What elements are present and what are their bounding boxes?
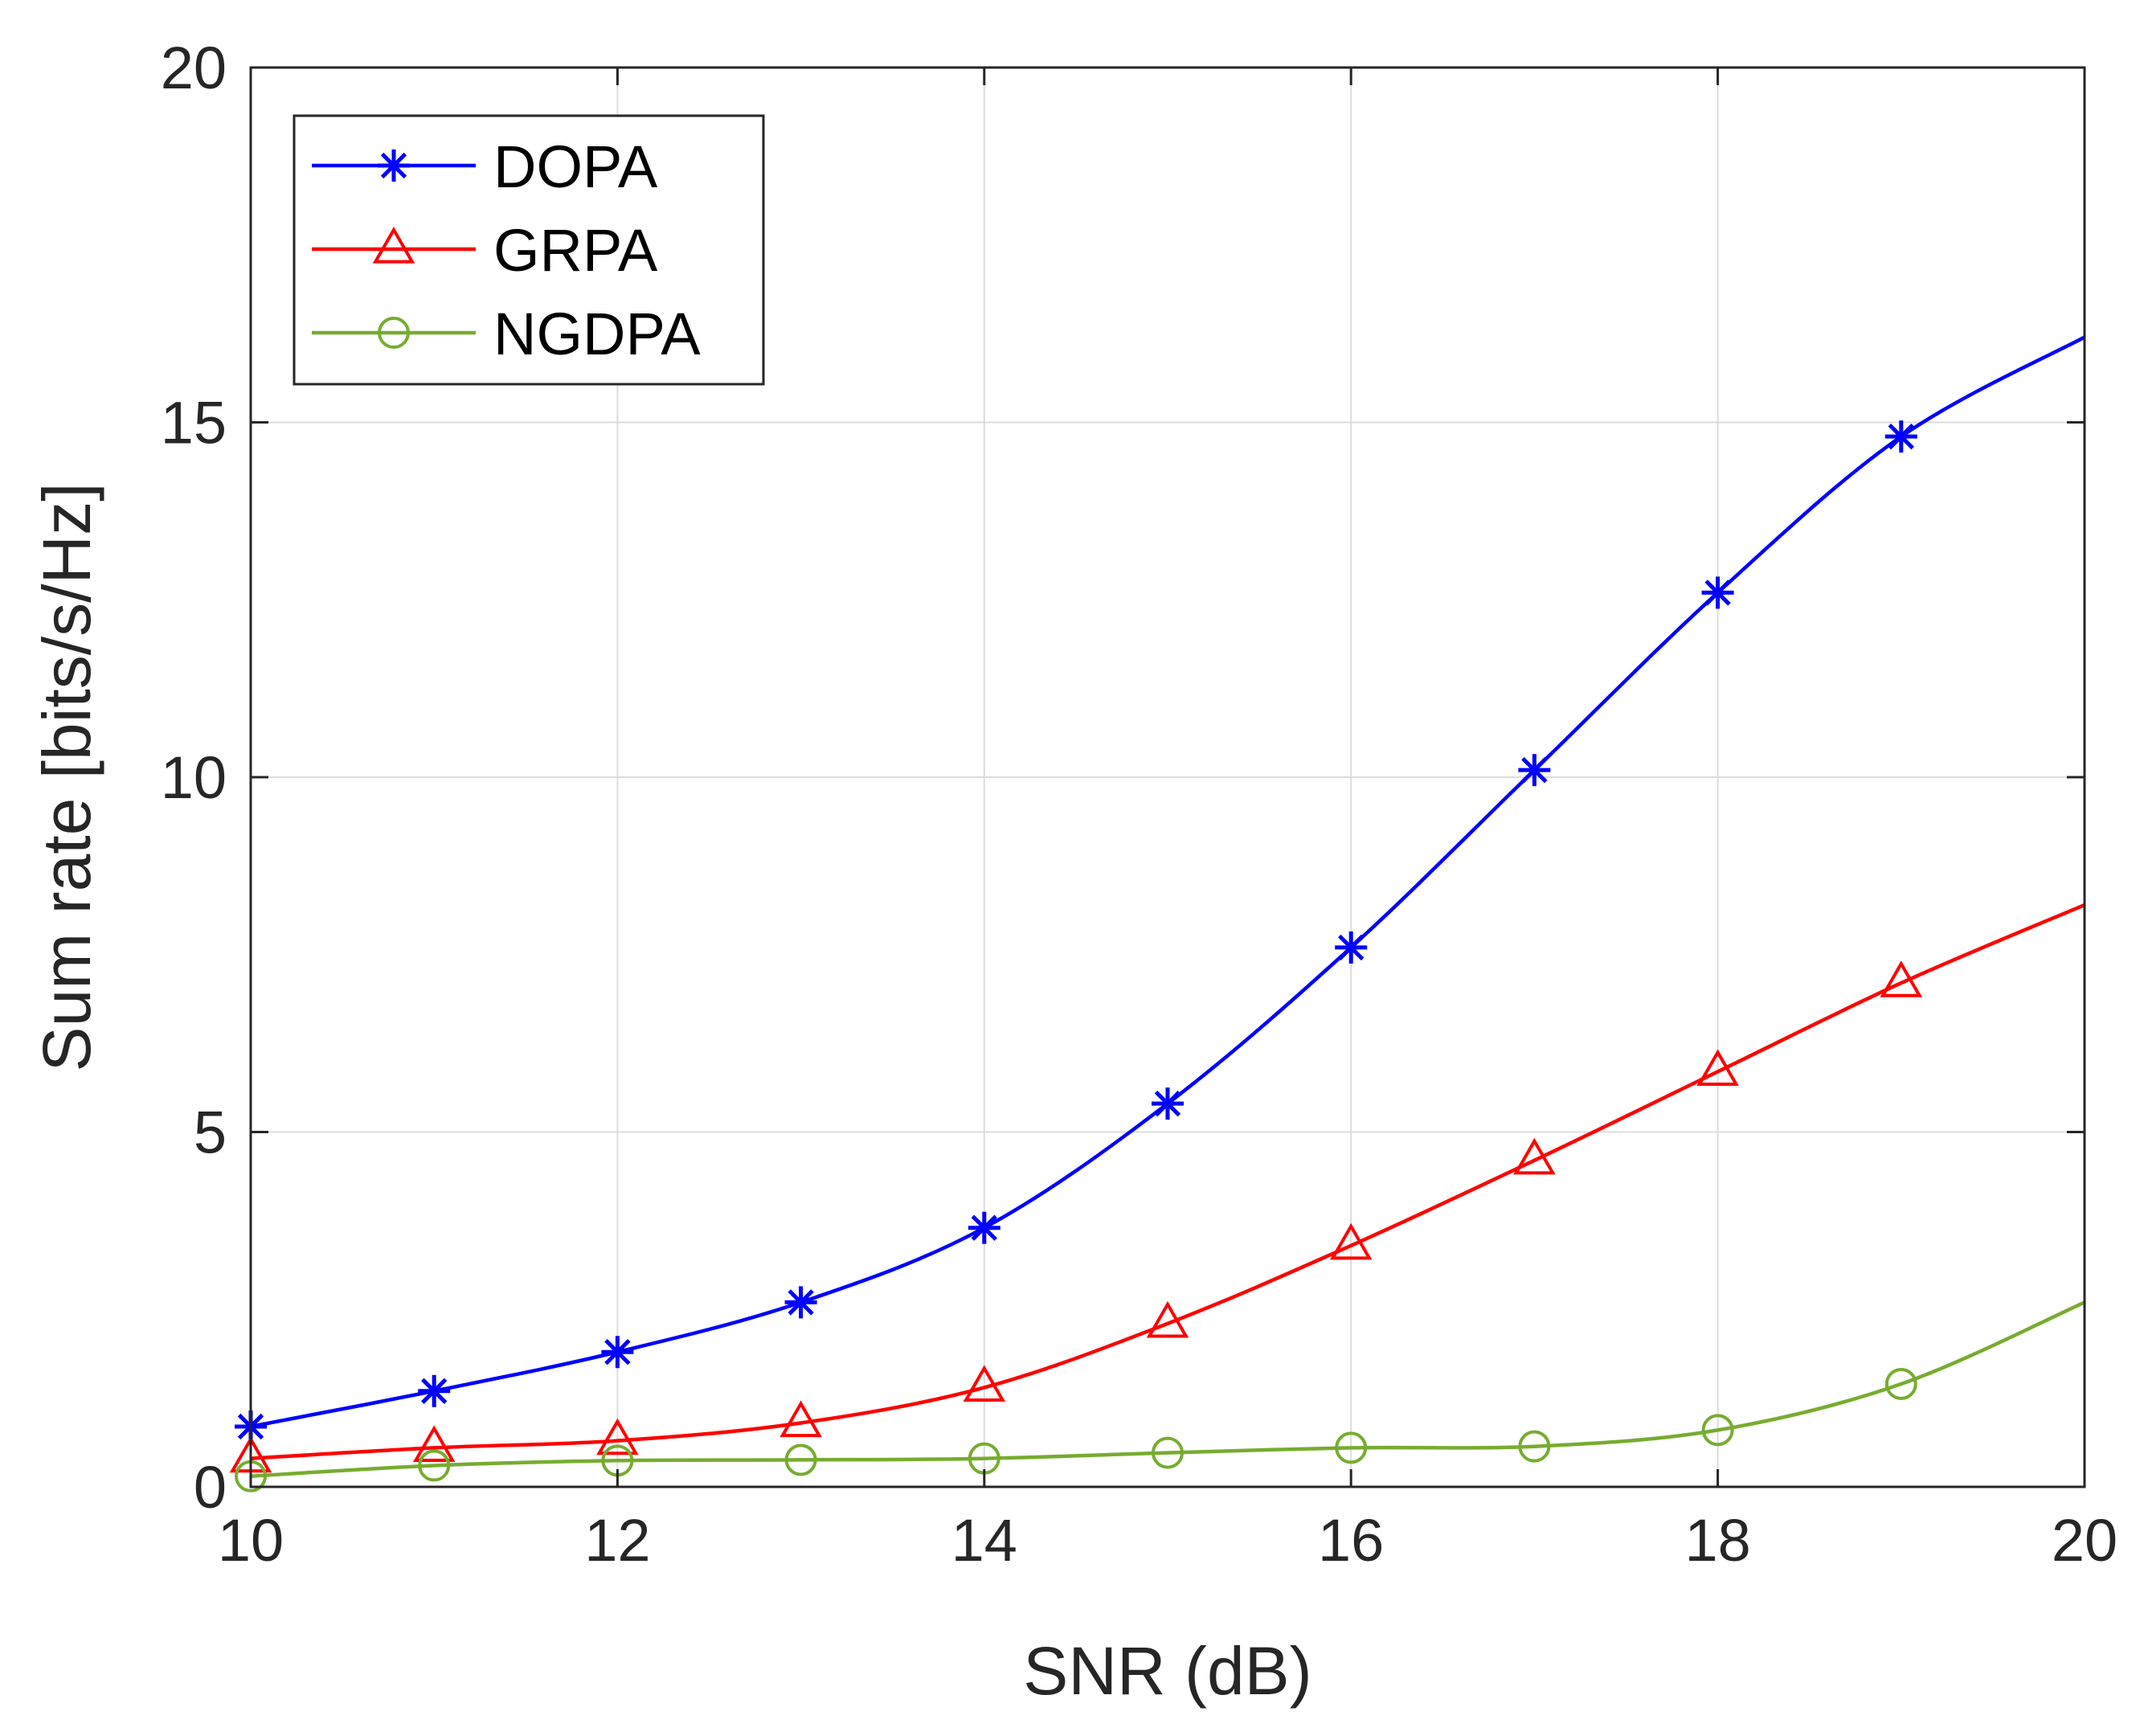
legend-label: GRPA <box>493 217 658 284</box>
data-point-dopa <box>968 1211 1000 1244</box>
series-line-ngdpa <box>250 1300 2085 1479</box>
legend-marker-dopa <box>378 149 410 182</box>
data-point-ngdpa <box>1518 1430 1551 1463</box>
data-point-ngdpa <box>1152 1436 1184 1469</box>
y-tick-label: 10 <box>161 744 227 811</box>
data-point-dopa <box>418 1374 451 1407</box>
data-point-grpa <box>963 1365 1006 1402</box>
data-point-grpa <box>779 1400 822 1438</box>
x-tick-label: 18 <box>1684 1507 1750 1574</box>
legend: DOPA GRPA NGDPA <box>293 114 765 386</box>
data-point-ngdpa <box>1884 1367 1917 1400</box>
legend-item-dopa: DOPA <box>312 133 658 200</box>
data-point-ngdpa <box>418 1449 451 1482</box>
x-tick-label: 12 <box>584 1507 650 1574</box>
data-point-grpa <box>412 1425 456 1462</box>
legend-marker-ngdpa <box>378 317 410 349</box>
y-tick-label: 15 <box>161 390 227 457</box>
legend-marker-grpa <box>372 226 415 264</box>
x-tick-label: 10 <box>218 1507 284 1574</box>
data-point-grpa <box>1513 1137 1556 1175</box>
data-point-dopa <box>1518 754 1551 787</box>
data-point-grpa <box>1696 1049 1739 1086</box>
legend-item-grpa: GRPA <box>312 217 658 284</box>
y-tick-label: 20 <box>161 35 227 101</box>
data-point-ngdpa <box>1335 1431 1368 1464</box>
x-tick-label: 16 <box>1318 1507 1384 1574</box>
y-tick-label: 0 <box>194 1454 227 1521</box>
series-line-grpa <box>250 903 2085 1460</box>
data-point-dopa <box>1884 420 1917 453</box>
data-point-grpa <box>596 1418 639 1456</box>
legend-item-ngdpa: NGDPA <box>312 301 701 367</box>
x-axis-label: SNR (dB) <box>1023 1633 1311 1709</box>
x-tick-label: 20 <box>2052 1507 2117 1574</box>
data-point-dopa <box>601 1336 634 1369</box>
data-point-grpa <box>1329 1222 1373 1260</box>
y-tick-label: 5 <box>194 1099 227 1166</box>
y-axis-label: Sum rate [bits/s/Hz] <box>29 483 104 1072</box>
data-point-ngdpa <box>784 1443 817 1476</box>
data-point-grpa <box>1146 1300 1189 1338</box>
data-point-dopa <box>784 1286 817 1319</box>
axis-ticks: 10 12 14 16 18 20 0 5 10 15 20 <box>161 35 2117 1574</box>
data-point-grpa <box>1880 960 1923 997</box>
series-line-dopa <box>250 335 2086 1429</box>
data-point-dopa <box>1335 931 1368 964</box>
legend-label: DOPA <box>493 133 658 200</box>
data-point-ngdpa <box>1701 1414 1734 1447</box>
data-point-dopa <box>1152 1087 1184 1120</box>
series-ngdpa <box>235 1300 2085 1492</box>
x-tick-label: 14 <box>951 1507 1017 1574</box>
data-point-dopa <box>1701 576 1734 609</box>
legend-label: NGDPA <box>493 301 701 367</box>
series-grpa <box>229 903 2085 1473</box>
